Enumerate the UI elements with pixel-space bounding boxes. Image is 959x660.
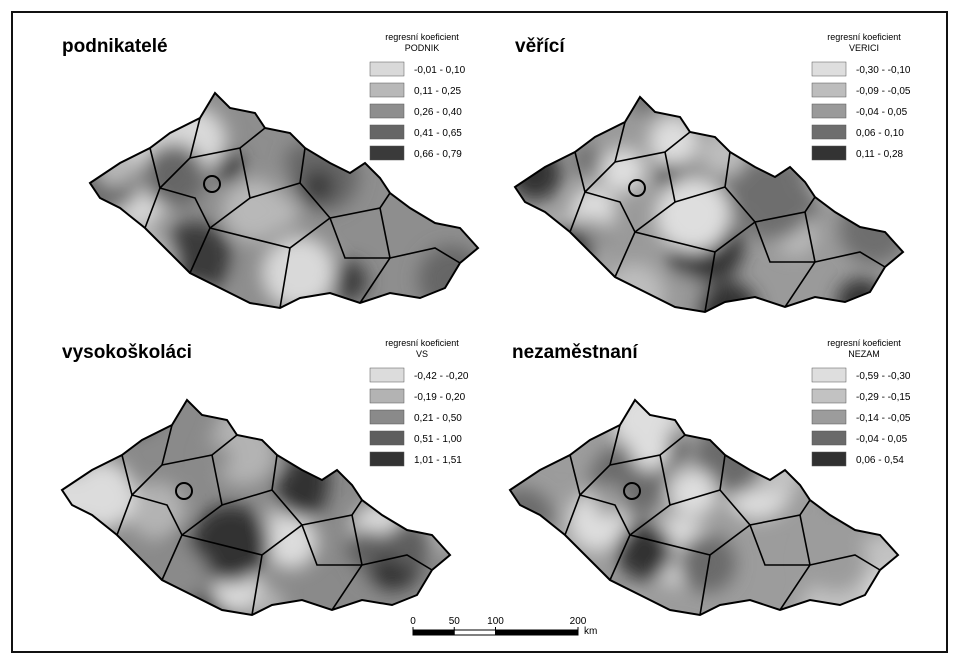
shade-patch [203,444,231,472]
legend-label: 0,11 - 0,28 [856,149,904,160]
legend-swatch [370,83,404,97]
legend-swatch [370,389,404,403]
legend-swatch [370,125,404,139]
scale-unit: km [584,626,597,637]
legend-title: regresní koeficient [827,32,901,42]
legend-swatch [370,452,404,466]
figure: podnikateléregresní koeficientPODNIK-0,0… [0,0,959,660]
shade-patch [302,170,335,203]
legend-swatch [812,125,846,139]
legend-swatch [370,146,404,160]
legend-title: regresní koeficient [827,338,901,348]
legend-swatch [370,104,404,118]
legend-label: -0,04 - 0,05 [856,107,908,118]
scale-label: 0 [410,616,416,627]
scale-bar-segment [413,630,454,635]
panel-title: nezaměstnaní [512,342,638,363]
legend-label: -0,09 - -0,05 [856,86,911,97]
legend-swatch [812,62,846,76]
legend-label: 0,11 - 0,25 [414,86,462,97]
legend-label: 1,01 - 1,51 [414,455,462,466]
scale-bar-segment [496,630,579,635]
panel-title: podnikatelé [62,36,168,57]
legend-label: 0,66 - 0,79 [414,149,462,160]
legend-label: -0,30 - -0,10 [856,65,911,76]
legend-label: -0,04 - 0,05 [856,434,908,445]
legend-swatch [812,389,846,403]
shade-patch [222,179,285,242]
legend-label: 0,51 - 1,00 [414,434,462,445]
legend-label: 0,06 - 0,10 [856,128,904,139]
legend-label: 0,41 - 0,65 [414,128,462,139]
legend-variable: NEZAM [848,349,880,359]
shade-patch [347,530,385,568]
legend-label: -0,14 - -0,05 [856,413,911,424]
legend-variable: PODNIK [405,43,440,53]
legend-label: 0,06 - 0,54 [856,455,904,466]
legend-title: regresní koeficient [385,32,459,42]
shade-patch [616,523,673,580]
legend-label: -0,01 - 0,10 [414,65,466,76]
legend-label: -0,19 - 0,20 [414,392,466,403]
legend-swatch [812,452,846,466]
legend-swatch [812,410,846,424]
legend-swatch [370,62,404,76]
legend-variable: VS [416,349,428,359]
shade-patch [804,529,868,593]
legend-swatch [812,431,846,445]
legend-label: 0,26 - 0,40 [414,107,462,118]
legend-label: 0,21 - 0,50 [414,413,462,424]
legend-swatch [812,146,846,160]
panel-title: vysokoškoláci [62,342,192,363]
legend-label: -0,42 - -0,20 [414,371,469,382]
legend-swatch [812,83,846,97]
legend-swatch [812,368,846,382]
shade-patch [678,534,736,592]
scale-label: 50 [449,616,461,627]
legend-swatch [370,431,404,445]
panel-title: věřící [515,36,565,57]
legend-label: -0,59 - -0,30 [856,371,911,382]
legend-swatch [370,410,404,424]
legend-swatch [812,104,846,118]
legend-variable: VERICI [849,43,879,53]
legend-title: regresní koeficient [385,338,459,348]
scale-label: 100 [487,616,504,627]
legend-swatch [370,368,404,382]
legend-label: -0,29 - -0,15 [856,392,911,403]
